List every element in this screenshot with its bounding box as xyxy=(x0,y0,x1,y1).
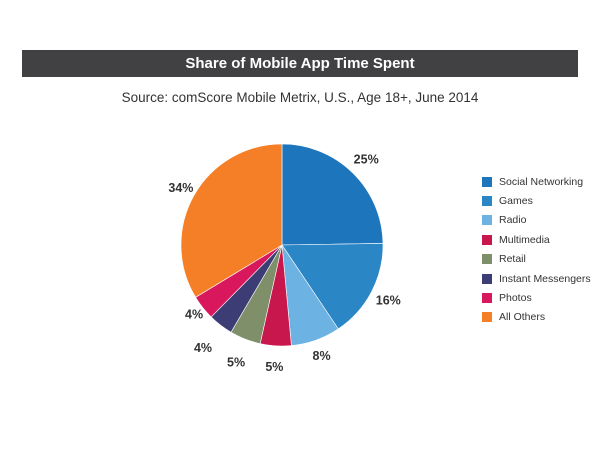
slice-label-instant-messengers: 4% xyxy=(194,341,212,355)
legend-label: Multimedia xyxy=(499,233,550,246)
slice-label-photos: 4% xyxy=(185,307,203,321)
slice-label-radio: 8% xyxy=(313,349,331,363)
legend-label: Social Networking xyxy=(499,175,584,188)
pie-slice-games xyxy=(281,243,384,330)
pie-slice-all-others xyxy=(180,143,283,298)
legend-swatch xyxy=(482,215,492,226)
chart-legend: Social Networking Games Radio Multimedia Ret… xyxy=(482,172,591,327)
legend-label: Games xyxy=(499,195,533,208)
slice-label-multimedia: 5% xyxy=(265,360,283,374)
legend-item: Retail xyxy=(482,250,591,269)
legend-item: Photos xyxy=(482,288,591,307)
legend-swatch xyxy=(482,293,492,304)
legend-label: Photos xyxy=(499,292,532,305)
chart-subtitle: Source: comScore Mobile Metrix, U.S., Ag… xyxy=(121,90,479,105)
legend-swatch xyxy=(482,176,492,187)
legend-label: Radio xyxy=(499,214,527,227)
legend-swatch xyxy=(482,196,492,207)
legend-item: Radio xyxy=(482,211,591,230)
legend-item: Games xyxy=(482,191,591,210)
slice-label-games: 16% xyxy=(376,294,401,308)
slice-label-social-networking: 25% xyxy=(354,153,379,167)
legend-swatch xyxy=(482,234,492,245)
legend-item: Multimedia xyxy=(482,230,591,249)
legend-item: All Others xyxy=(482,308,591,327)
slice-label-retail: 5% xyxy=(227,355,245,369)
legend-label: Retail xyxy=(499,253,526,266)
chart-title: Share of Mobile App Time Spent xyxy=(22,50,578,77)
legend-swatch xyxy=(482,273,492,284)
slice-label-all-others: 34% xyxy=(168,181,193,195)
legend-label: Instant Messengers xyxy=(499,272,591,285)
pie-slice-social-networking xyxy=(281,143,384,246)
legend-item: Social Networking xyxy=(482,172,591,191)
legend-swatch xyxy=(482,254,492,265)
legend-item: Instant Messengers xyxy=(482,269,591,288)
legend-swatch xyxy=(482,312,492,323)
legend-label: All Others xyxy=(499,311,546,324)
